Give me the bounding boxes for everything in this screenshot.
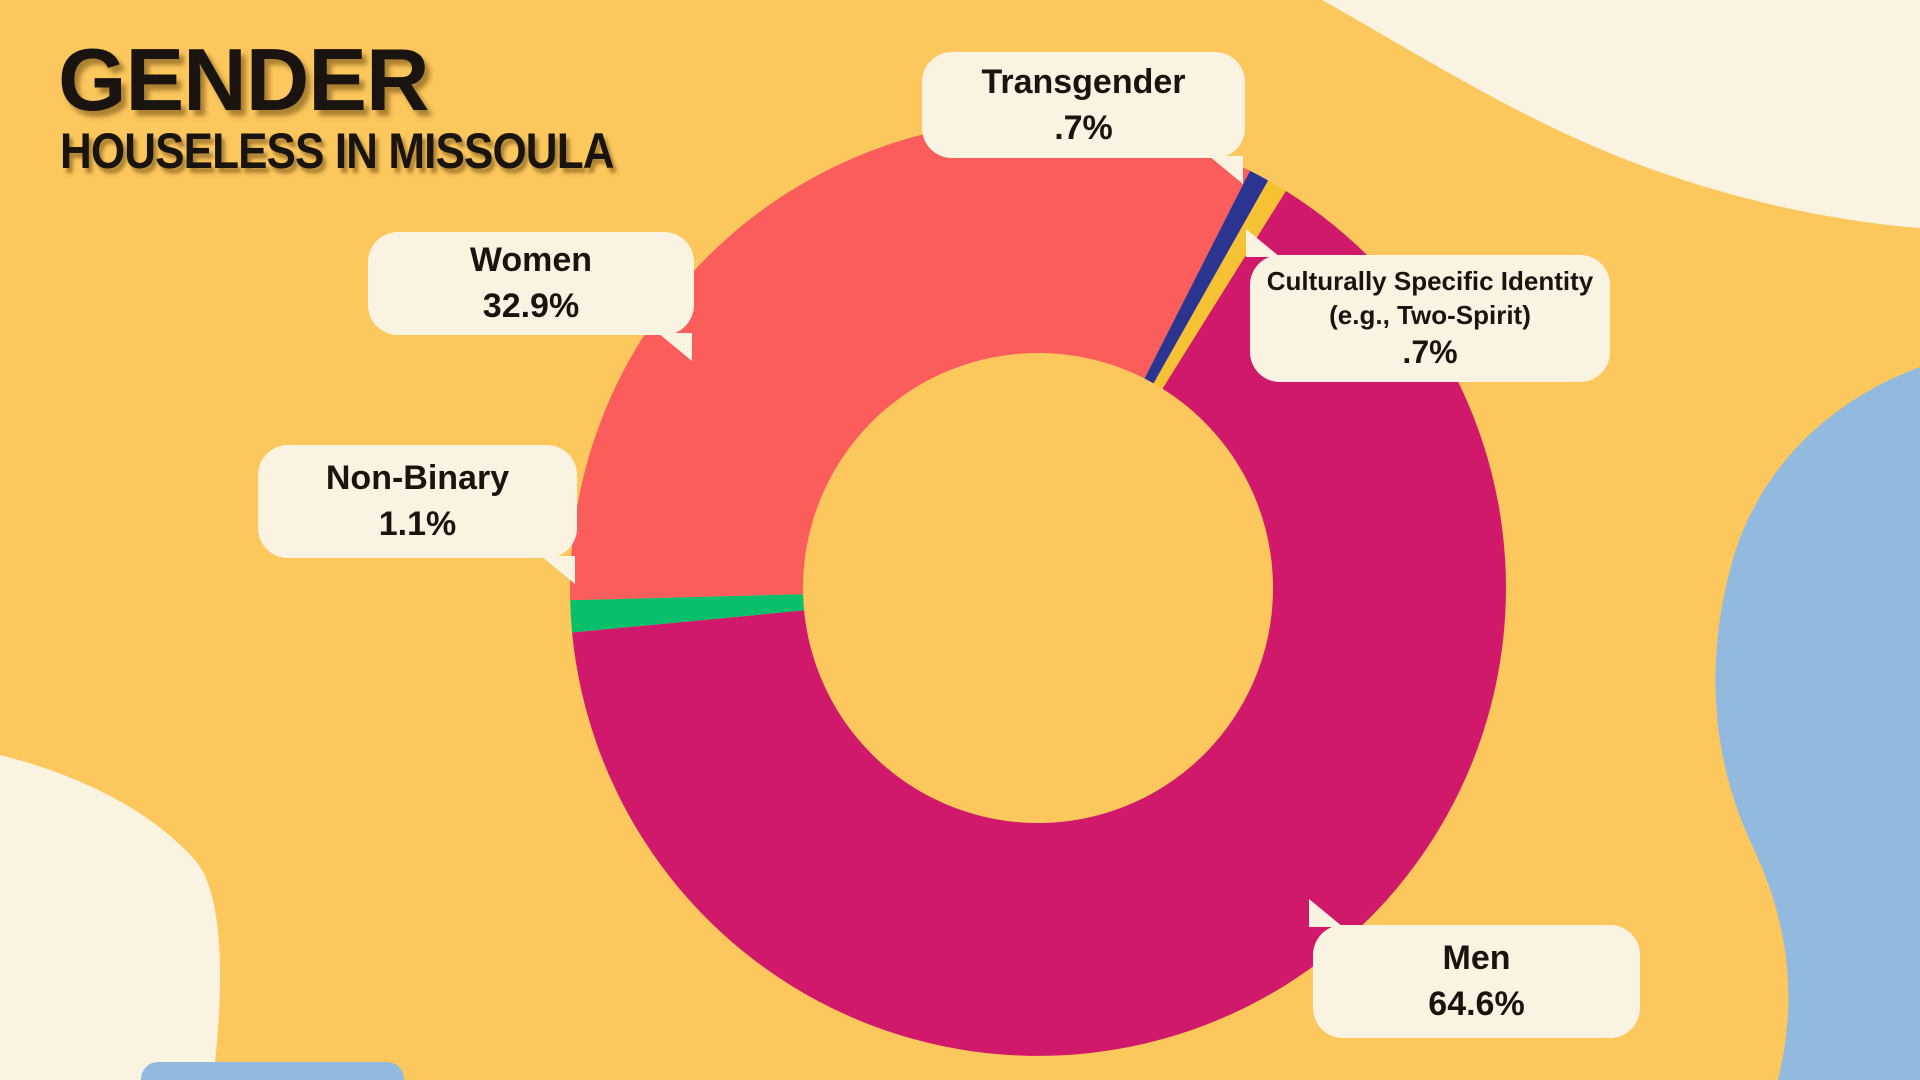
callout-non-binary-pointer <box>541 556 575 584</box>
callout-csi-label: Culturally Specific Identity (e.g., Two-… <box>1266 265 1594 330</box>
callout-transgender-label: Transgender <box>981 62 1186 101</box>
callout-non-binary-label: Non-Binary <box>325 459 510 498</box>
callout-csi-value: .7% <box>1402 334 1458 371</box>
callout-non-binary-value: 1.1% <box>378 505 457 544</box>
callout-women-value: 32.9% <box>482 287 580 326</box>
callout-culturally-specific-identity: Culturally Specific Identity (e.g., Two-… <box>1246 229 1610 382</box>
title-block: GENDER HOUSELESS IN MISSOULA <box>58 30 689 179</box>
callout-men-pointer <box>1309 899 1343 927</box>
slice-men <box>572 191 1506 1056</box>
page-title: GENDER <box>58 30 430 129</box>
callout-women-pointer <box>658 333 692 361</box>
blue-bar-bottom-left <box>141 1062 404 1080</box>
blue-blob-right <box>1715 367 1920 1080</box>
page-subtitle: HOUSELESS IN MISSOULA <box>60 123 614 179</box>
callout-men: Men 64.6% <box>1309 899 1640 1038</box>
callout-women-label: Women <box>469 241 593 280</box>
callout-men-label: Men <box>1442 939 1511 978</box>
callout-transgender-value: .7% <box>1054 108 1113 147</box>
cream-blob-bottom-left <box>0 755 221 1080</box>
slice-transgender <box>1144 170 1269 384</box>
callout-transgender: Transgender .7% <box>922 52 1245 184</box>
callout-transgender-pointer <box>1209 156 1243 184</box>
cream-blob-top-right <box>1322 0 1920 228</box>
slice-women <box>570 120 1250 601</box>
slice-non-binary <box>570 594 805 633</box>
callout-men-value: 64.6% <box>1428 985 1525 1024</box>
callout-non-binary: Non-Binary 1.1% <box>258 445 577 584</box>
callout-csi-pointer <box>1246 229 1280 257</box>
callout-women: Women 32.9% <box>368 232 694 361</box>
